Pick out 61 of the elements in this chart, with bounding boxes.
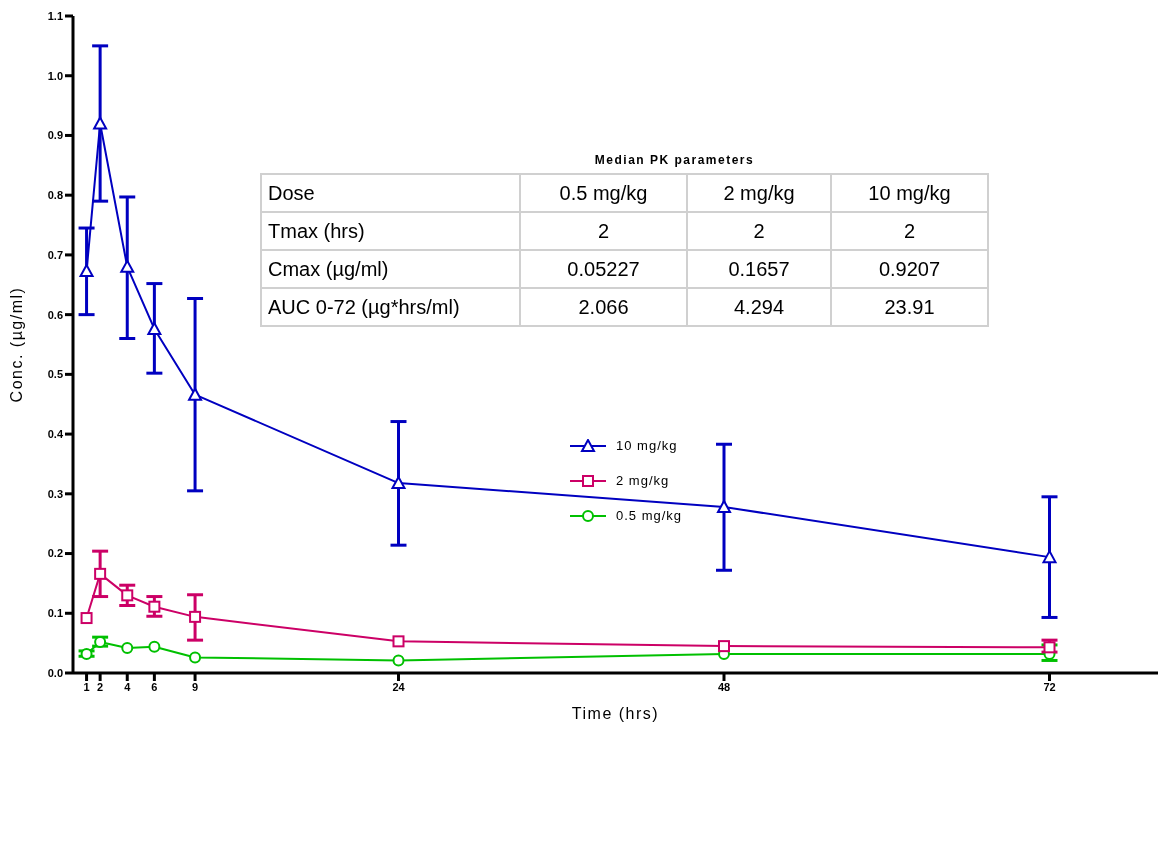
point — [392, 635, 405, 648]
legend-label: 0.5 mg/kg — [616, 508, 683, 523]
legend-label: 2 mg/kg — [616, 473, 670, 488]
legend-label: 10 mg/kg — [616, 438, 678, 453]
annotation: Dose — [261, 174, 520, 212]
y-tick-label: 0.4 — [47, 428, 64, 440]
annotation: 4.294 — [687, 288, 831, 326]
point — [717, 499, 731, 513]
y-tick-label: 0.5 — [47, 368, 63, 381]
point — [80, 612, 93, 625]
point — [189, 651, 202, 664]
point — [718, 640, 730, 653]
y-tick-label: 0.9 — [47, 129, 63, 142]
point — [148, 600, 161, 613]
x-tick-label: 48 — [717, 680, 731, 693]
y-tick-label: 0.8 — [47, 189, 63, 202]
annotation: 0.9207 — [831, 250, 988, 288]
point — [392, 654, 405, 667]
x-tick-label: 1 — [83, 680, 90, 693]
point — [79, 264, 94, 278]
annotation: AUC 0-72 (µg*hrs/ml) — [261, 288, 520, 326]
point — [147, 321, 162, 335]
annotation: 2 — [687, 212, 831, 250]
annotation: 23.91 — [831, 288, 988, 326]
x-axis-title: Time (hrs) — [571, 705, 660, 722]
y-tick-label: 0.7 — [47, 248, 63, 261]
annotation: 2.066 — [520, 288, 687, 326]
annotation: Median PK parameters — [593, 153, 756, 167]
x-tick-label: 24 — [392, 680, 406, 693]
x-tick-label: 9 — [192, 680, 199, 693]
y-tick-label: 0.0 — [47, 666, 63, 679]
point — [94, 567, 107, 580]
point — [93, 116, 108, 130]
annotation: 2 mg/kg — [687, 174, 831, 212]
point — [148, 640, 161, 653]
annotation: 2 — [831, 212, 988, 250]
annotation: 0.1657 — [687, 250, 831, 288]
point — [188, 387, 203, 401]
point — [121, 589, 134, 602]
y-tick-label: 1.1 — [47, 9, 63, 22]
y-tick-label: 0.1 — [47, 607, 63, 620]
annotation: 0.5 mg/kg — [520, 174, 687, 212]
y-tick-label: 0.3 — [47, 487, 63, 500]
annotation: 0.05227 — [520, 250, 687, 288]
annotation: 2 — [520, 212, 687, 250]
x-tick-label: 72 — [1043, 680, 1056, 693]
x-tick-label: 4 — [124, 680, 132, 693]
y-tick-label: 0.2 — [47, 547, 63, 560]
point — [391, 476, 406, 490]
x-tick-label: 2 — [97, 680, 104, 693]
point — [1042, 550, 1057, 564]
y-axis-title: Conc. (µg/ml) — [7, 286, 25, 403]
y-tick-label: 1.0 — [47, 69, 63, 82]
point — [121, 641, 134, 654]
x-tick-label: 6 — [151, 680, 158, 693]
annotation: Tmax (hrs) — [261, 212, 520, 250]
point — [120, 259, 135, 273]
annotation: Cmax (µg/ml) — [261, 250, 520, 288]
point — [189, 610, 202, 623]
annotation: 10 mg/kg — [831, 174, 988, 212]
y-tick-label: 0.6 — [47, 308, 63, 321]
